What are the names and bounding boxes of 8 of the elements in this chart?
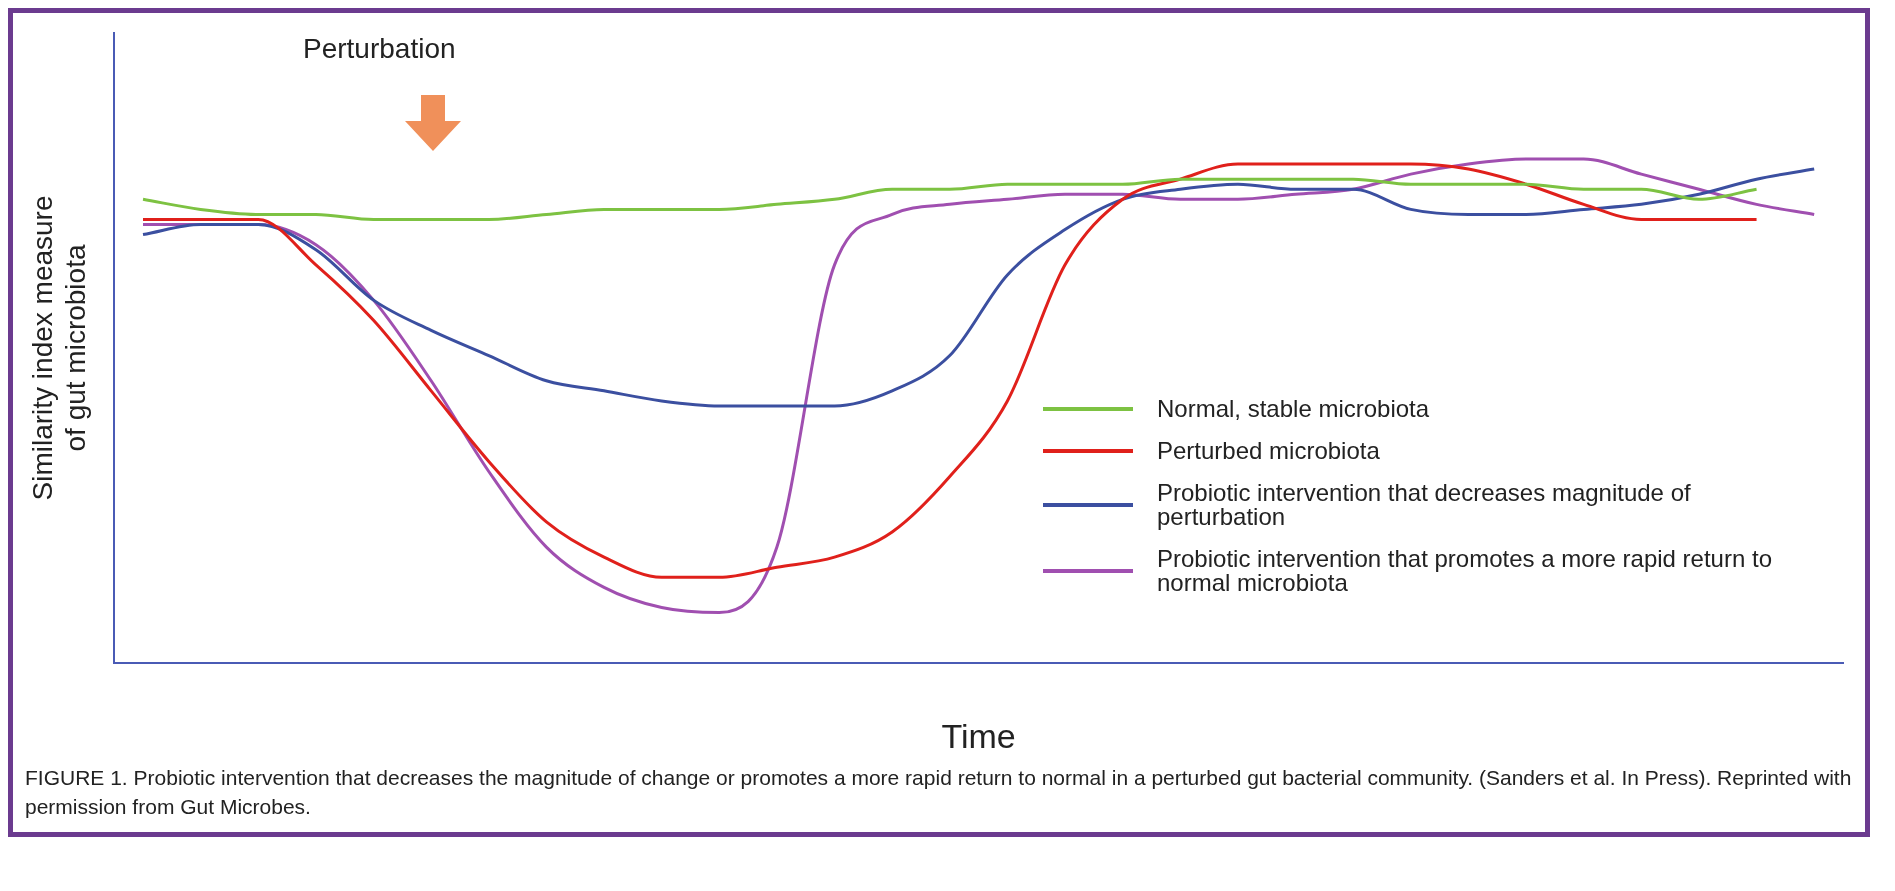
y-axis-title: Similarity index measure of gut microbiota [26, 195, 92, 501]
x-axis-title: Time [941, 716, 1016, 755]
text: Perturbation [303, 33, 456, 65]
caption: FIGURE 1. Probiotic intervention that decreases the magnitude of change or promotes a more rapid return to normal in a perturbed gut bacterial community. (Sanders et al. In Press). Reprinted with permission from Gut Microbes. [24, 765, 1853, 821]
legend-label: Probiotic intervention that promotes a more rapid return to normal microbiota [1157, 545, 1773, 596]
legend-label: Probiotic intervention that decreases magnitude of perturbation [1157, 479, 1692, 530]
legend-label: Perturbed microbiota [1157, 437, 1380, 464]
legend-label: Normal, stable microbiota [1157, 395, 1430, 422]
